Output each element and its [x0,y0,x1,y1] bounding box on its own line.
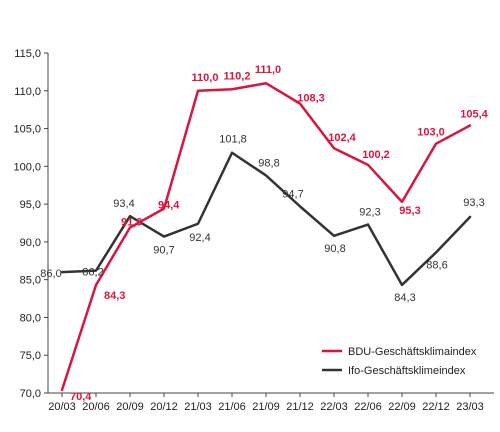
data-label-bdu: 70,4 [70,391,92,403]
x-tick-label: 21/03 [184,401,212,413]
y-tick-label: 75,0 [20,350,41,362]
data-label-bdu: 105,4 [460,109,488,121]
y-tick-label: 100,0 [13,161,41,173]
x-tick-label: 21/12 [286,401,314,413]
data-label-ifo: 86,2 [82,267,103,279]
series-line-bdu [60,81,472,392]
x-tick-label: 22/09 [388,401,416,413]
legend-label-bdu: BDU-Geschäftsklimaindex [348,346,477,358]
x-axis: 20/03 20/06 20/09 20/12 21/03 21/06 21/09 21/12… [48,392,494,413]
data-label-ifo: 92,4 [189,232,210,244]
data-label-ifo: 84,3 [394,292,415,304]
y-tick-label: 110,0 [14,86,41,98]
data-label-bdu: 102,4 [328,132,356,144]
data-label-ifo: 98,8 [258,157,279,169]
series-line-ifo [60,151,472,287]
data-label-ifo: 94,7 [282,188,303,200]
data-label-bdu: 111,0 [255,64,281,76]
data-label-bdu: 108,3 [297,93,325,105]
data-label-bdu: 100,2 [362,149,390,161]
x-tick-label: 21/06 [218,401,246,413]
y-tick-label: 105,0 [13,124,41,136]
series-lines [60,81,472,392]
x-tick-label: 20/12 [150,401,178,413]
data-label-ifo: 90,7 [153,245,174,257]
data-label-ifo: 90,8 [324,243,345,255]
data-label-ifo: 92,3 [359,207,380,219]
y-axis: 70,0 75,0 80,0 85,0 90,0 95,0 100,0 105,0 110,0 1… [13,48,49,400]
x-tick-label: 20/03 [48,401,76,413]
x-tick-label: 22/06 [354,401,382,413]
data-label-bdu: 91,9 [121,217,142,229]
x-tick-label: 20/06 [82,401,110,413]
data-label-bdu: 110,0 [192,72,219,84]
data-label-ifo: 86,0 [40,268,61,280]
y-tick-label: 90,0 [20,237,41,249]
data-label-bdu: 94,4 [158,200,180,212]
data-label-ifo: 93,4 [113,198,134,210]
y-tick-label: 95,0 [20,199,41,211]
x-tick-label: 22/12 [422,401,450,413]
x-tick-label: 22/03 [320,401,348,413]
data-label-ifo: 101,8 [219,134,247,146]
data-label-bdu: 103,0 [417,127,445,139]
legend: BDU-Geschäftsklimaindex Ifo-Geschäftskli… [322,346,477,377]
data-label-bdu: 110,2 [224,70,251,82]
y-tick-label: 115,0 [14,48,41,60]
data-label-bdu: 95,3 [399,205,420,217]
data-label-bdu: 84,3 [104,290,125,302]
data-label-ifo: 88,6 [426,259,447,271]
x-tick-label: 20/09 [116,401,144,413]
legend-label-ifo: Ifo-Geschäftsklimeindex [348,365,466,377]
y-tick-label: 80,0 [20,312,41,324]
x-tick-label: 23/03 [456,401,484,413]
y-tick-label: 85,0 [20,275,41,287]
y-tick-label: 70,0 [20,388,41,400]
data-labels: 70,4 84,3 91,9 94,4 110,0 110,2 111,0 108,3 102,… [40,64,488,403]
data-label-ifo: 93,3 [463,197,484,209]
x-tick-label: 21/09 [252,401,280,413]
